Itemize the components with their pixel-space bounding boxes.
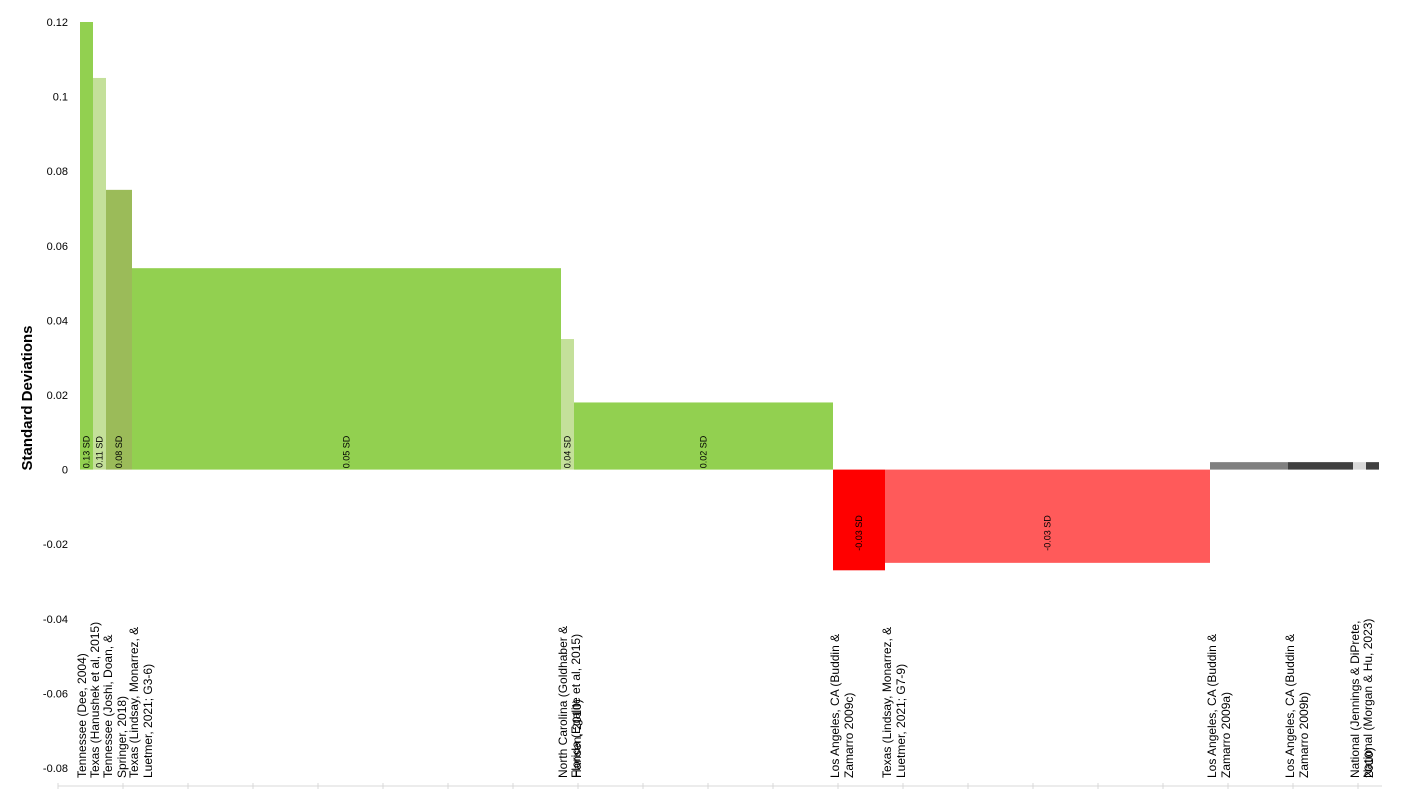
- category-label-text: Florida (Egalite et al, 2015): [569, 634, 583, 778]
- y-tick-label: -0.06: [43, 688, 68, 700]
- data-labels: 0.13 SD 0.11 SD 0.08 SD 0.05 SD 0.04 SD 0.02 …: [82, 435, 1053, 551]
- bar: [1210, 462, 1288, 470]
- category-label: Texas (Hanushek et al, 2015): [88, 622, 102, 778]
- bar: [1353, 462, 1366, 470]
- category-label: Texas (Lindsay, Monarrez, &Luetmer, 2021…: [127, 627, 155, 778]
- bar: [885, 469, 1210, 563]
- data-label: 0.04 SD: [563, 435, 573, 468]
- bar: [561, 339, 574, 470]
- category-label-text: National (Jennings & DiPrete,2010): [1348, 621, 1376, 778]
- category-label-text: Los Angeles, CA (Buddin &Zamarro 2009b): [1283, 634, 1311, 778]
- bar: [132, 268, 561, 470]
- y-tick-label: 0.02: [47, 390, 68, 402]
- category-label: National (Morgan & Hu, 2023): [1361, 619, 1375, 778]
- category-label-text: Tennessee (Dee, 2004): [75, 653, 89, 778]
- bars: [80, 22, 1379, 571]
- category-labels: Tennessee (Dee, 2004) Texas (Hanushek et …: [75, 619, 1376, 778]
- category-label: Los Angeles, CA (Buddin &Zamarro 2009a): [1205, 634, 1233, 778]
- category-label-text: Texas (Hanushek et al, 2015): [88, 622, 102, 778]
- data-label: 0.08 SD: [114, 435, 124, 468]
- data-label: 0.13 SD: [82, 435, 92, 468]
- data-label: -0.03 SD: [1043, 515, 1053, 551]
- bar: [1366, 462, 1379, 470]
- bar: [574, 402, 833, 470]
- bar: [1288, 462, 1353, 470]
- category-label: North Carolina (Goldhaber &Hansen, 2010): [556, 626, 584, 778]
- category-label: Los Angeles, CA (Buddin &Zamarro 2009b): [1283, 634, 1311, 778]
- category-label: Tennessee (Joshi, Doan, &Springer, 2018): [101, 635, 129, 778]
- category-label: National (Jennings & DiPrete,2010): [1348, 621, 1376, 778]
- y-tick-label: 0.04: [47, 315, 68, 327]
- y-tick-label: 0.1: [53, 92, 68, 104]
- category-label-text: Texas (Lindsay, Monarrez, &Luetmer, 2021…: [880, 627, 908, 778]
- bar: [80, 22, 93, 470]
- y-tick-label: -0.02: [43, 539, 68, 551]
- y-axis-ticks: 0.12 0.1 0.08 0.06 0.04 0.02 0 -0.02 -0.04 -0.06 -…: [43, 17, 68, 775]
- category-label-text: Los Angeles, CA (Buddin &Zamarro 2009c): [828, 634, 856, 778]
- data-label: 0.11 SD: [95, 436, 105, 468]
- category-label: Florida (Egalite et al, 2015): [569, 634, 583, 778]
- y-tick-label: 0.06: [47, 241, 68, 253]
- x-axis-ticks: [57, 783, 1359, 789]
- category-label-text: National (Morgan & Hu, 2023): [1361, 619, 1375, 778]
- bar: [93, 77, 106, 470]
- y-axis-title-group: Standard Deviations: [19, 325, 36, 470]
- category-label: Los Angeles, CA (Buddin &Zamarro 2009c): [828, 634, 856, 778]
- y-axis-title: Standard Deviations: [19, 325, 36, 470]
- y-tick-label: -0.04: [43, 614, 68, 626]
- category-label-text: Texas (Lindsay, Monarrez, &Luetmer, 2021…: [127, 627, 155, 778]
- bar: [106, 189, 132, 470]
- data-label: -0.03 SD: [854, 515, 864, 551]
- y-tick-label: 0.08: [47, 166, 68, 178]
- y-tick-label: 0: [62, 465, 68, 477]
- category-label-text: Tennessee (Joshi, Doan, &Springer, 2018): [101, 635, 129, 778]
- data-label: 0.02 SD: [699, 435, 709, 468]
- y-tick-label: -0.08: [43, 763, 68, 775]
- category-label-text: Los Angeles, CA (Buddin &Zamarro 2009a): [1205, 634, 1233, 778]
- bar: [833, 469, 885, 571]
- category-label: Texas (Lindsay, Monarrez, &Luetmer, 2021…: [880, 627, 908, 778]
- y-tick-label: 0.12: [47, 17, 68, 29]
- category-label: Tennessee (Dee, 2004): [75, 653, 89, 778]
- category-label-text: North Carolina (Goldhaber &Hansen, 2010): [556, 626, 584, 778]
- data-label: 0.05 SD: [342, 435, 352, 468]
